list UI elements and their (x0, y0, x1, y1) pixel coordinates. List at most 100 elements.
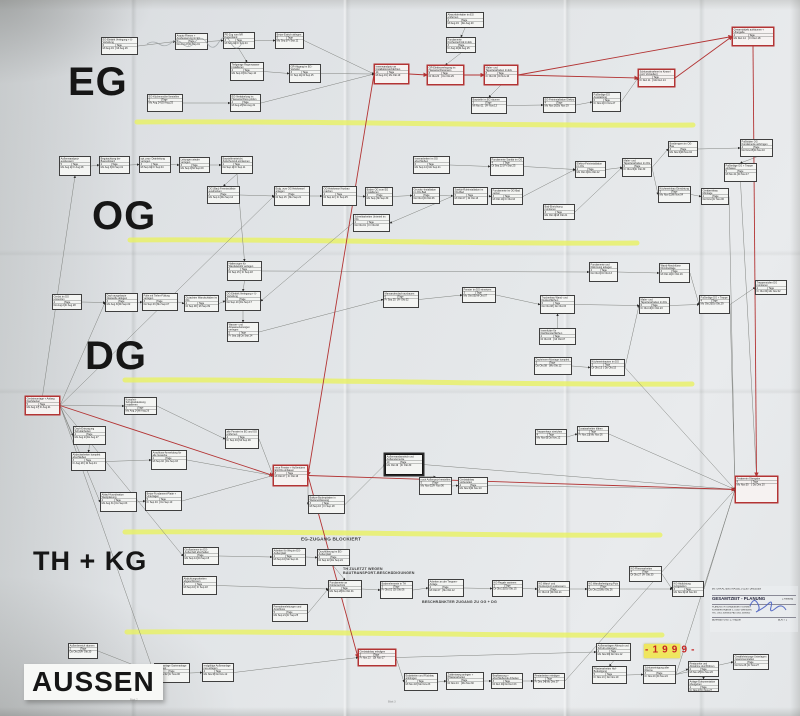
floor-label-og: OG (92, 194, 157, 238)
task-box: Erdg. zum OG Heizkessel anlegen 5 Tage Di S… (274, 186, 310, 206)
task-box: Schlussreinigung aller Räume 3 Tage Fr Nov.… (643, 665, 676, 684)
task-box: Dachrinnen-Montage komplett 3 Tage Do Okt.0… (534, 357, 572, 375)
task-box: Gutachten Wandschäden im DG 2 Tage Di Sep.0… (184, 295, 219, 312)
task-box: Durchführung im EG-Außenplatz 3 Tage Di Sep… (317, 549, 350, 566)
task-box: EG-Feininstallation Elektro 4 Tage Mo Nov.1… (543, 97, 576, 113)
task-box: Fußbeläge DG + Treppe 4 Tage Mo Okt.26 Do Ok… (699, 295, 730, 314)
task-box: Kücheneinbau Einrichtung 3 Tage Mo Nov.02 Mi… (658, 186, 691, 203)
task-box: GR-Abgang im EG-Verteiler 3 Tage Fr Sep.11 D… (289, 64, 321, 83)
title-block-title: GESAMTZEIT - PLANUNG (712, 596, 766, 601)
task-box: Großantenne im EG-Außenfeld abschalten 2 T… (183, 547, 219, 565)
page-mark: Blatt 2 (130, 698, 138, 701)
title-block-adresse: KÖRNERSTRASSE 5, 01307 DRESDEN (712, 609, 752, 612)
task-box: Mansardendach ausbauen 6 Tage Fr Sep.25 Fr O… (383, 291, 419, 308)
task-box: KG-Fliesenarbeiten 4 Tage Di Okt.27 Fr Okt.3… (629, 566, 662, 582)
task-box: Balkon-Bodenplatten in Wettereinfassung 3… (308, 495, 345, 514)
title-block-bearbeitung: BEARBEITUNG: 17.Aug.98 (712, 619, 741, 622)
task-box: Maler- und Tapezierarbeiten im OG 6 Tage Fr… (622, 158, 652, 177)
task-box: Sanitär-Rohinstallation im OG-Bad 5 Tage Mi… (453, 187, 488, 205)
task-box: Restarbeiten erledigen 2 Tage Fr Dez.04 Mo D… (533, 673, 565, 689)
task-box: PE-Zug vom NR Fugenband 3 Tage Mi Sep.02 Fr … (223, 32, 255, 49)
task-box: Treppenhaus streichen 4 Tage Mo Nov.09 Do No… (535, 429, 567, 445)
title-block-bv: BV: OHA ALTENSTRASSE 2 01307 DRESDEN (712, 588, 762, 591)
task-box: Tiefgarage Regenwasser installieren 4 Tage… (230, 62, 264, 81)
task-box: Bad-Einrichtung montieren 3 Tage Mo Okt.19 M… (543, 204, 575, 220)
task-box: OG-Heizkessel Ausbau machen 4 Tage Di Sep.2… (322, 186, 357, 206)
task-box: Gerüstabbau erledigen 3 Tage Fr Nov.13 Di No… (358, 649, 396, 666)
task-box: Dach-Entsorgung Schuttarbeiten 4 Tage Mo Au… (73, 426, 106, 445)
task-box: Zusatzarbeiten klären 2 Tage Fr Nov.13 Mo No… (577, 426, 609, 442)
task-box: EG-Elektrik Verlegung + U-Verteilung 6 Tag… (101, 37, 138, 55)
task-box: Ablauf-Koordination Werkplanung 4 Tage Mo A… (100, 492, 137, 512)
task-box: Elektro-Feininstallation im OG 4 Tage Mo Ok… (575, 161, 606, 178)
title-block-fassung: 2.Fassung (782, 598, 793, 601)
task-box: Baustelleneinricht. Zwischenzeit einräum… (221, 156, 253, 174)
task-box: Außenbereich räumen 2 Tage Do Okt.29 Fr Okt.… (68, 643, 98, 659)
task-box: opt. prov. Drainleitung verlegen 3 Tage Mi … (139, 156, 171, 173)
annotation-eg-zugang: EG-ZUGANG BLOCKIERT (301, 536, 362, 542)
task-box: Fundamente und Dämmung anlegen 4 Tage Do Ok… (589, 262, 618, 282)
task-box: noch Außenputz herstellen 5 Tage Mo Nov.02 F… (419, 477, 452, 495)
task-box: Bodenelemente in TH 3 Tage Fr Okt.02 Di Okt.… (380, 581, 413, 599)
task-box: Fundamente Küchentechnik im EG 3 Tage Fr Au… (446, 37, 476, 53)
task-box: Fußböden OG Fundamente anbringen 4 Tage Do … (740, 139, 773, 157)
task-box: Erdarbeiten und Rückbau anbringen 4 Tage Mi… (404, 673, 438, 691)
page-mark: Blatt 3 (388, 700, 396, 703)
task-box: OG (Bau) Fernsteckliste ausdrucken 1 Tage M… (207, 186, 240, 204)
task-box: alte Fenster im EG und OG entfernen 4 Tage… (225, 429, 259, 449)
task-box: Begutachtung der Bausubstanz 2 Tage Mo Aug.… (99, 156, 130, 174)
task-box: neue Fenster + Außentüren EG/OG einbauen… (273, 465, 308, 486)
task-box: Fußbeläge OG + Treppe einbauen 5 Tage Mi No… (724, 163, 757, 182)
annotation-th-zuletzt: TH ZULETZT WEGEN BAUTRANSPORT-BESCHÄDIGU… (343, 567, 415, 575)
task-box: Festtermin Übergabe 8 Tage Mo Nov.30 Do Dez.… (735, 476, 778, 503)
task-box: Treppenstufen DG montieren 2 Tage Fr Okt.30… (755, 280, 787, 295)
task-box: KG Wandbefestigung Putz 3 Tage Do Okt.22 Mo … (587, 581, 620, 597)
task-box: Innenarbeiten im OG abschließen 6 Tage Mo S… (413, 156, 450, 174)
title-block-blatt: BLATT 1 (778, 619, 787, 622)
year-1999-text: - 1 9 9 9 - (645, 644, 696, 655)
title-block-rule (712, 595, 796, 596)
task-box: Wand-Abschlüsse Dünnbettlage 3 Tage Mi Okt.… (659, 263, 690, 283)
task-box: Anlage-Dokumentation übergeben 1 Tage Fr No… (688, 679, 719, 692)
year-1999-highlight: - 1 9 9 9 - (644, 644, 694, 658)
task-box: Schreibarbeiten Unterteil im OG 2 Tage Do O… (353, 214, 390, 232)
task-box: Halterungen für Wandelektrik verlegen 4 Ta… (227, 261, 262, 281)
task-box: Fußbeläge EG Ausstattung 6 Tage Fr Nov.20 Fr… (592, 92, 621, 112)
task-box: Baustelle im EG räumen 3 Tage Mi Nov.11 Fr N… (471, 97, 507, 114)
task-box: Dach ausgebaute Glaswolle ablegen 3 Tage Mo… (105, 293, 138, 312)
title-block-rule (712, 604, 796, 605)
task-box: Fenster im DG einsetzen 3 Tage Mo Okt.05 Mi … (462, 287, 496, 303)
task-box: Fernwärmeleitungen und Anschluss 5 Tage Mo … (272, 604, 308, 622)
title-block: BV: OHA ALTENSTRASSE 2 01307 DRESDEN GES… (710, 586, 798, 632)
title-block-planung: PLANUNG: HOCHBAUBÜRO SCHMIDT (712, 606, 752, 609)
task-box: Schlussabnahme im Kessel (evtl. Vorstell… (638, 69, 675, 87)
task-box: Abdichtungsarbeiten abgeschlossen 3 Tage Mi… (182, 576, 217, 595)
floor-label-th-kg: TH + KG (33, 546, 148, 576)
task-box: Bepflanzung + abschließende Arbeiten 3 Tag… (491, 673, 523, 689)
task-box: Pflasterarbeiten Hof-Befestigung 5 Tage Fr … (592, 666, 627, 684)
task-box: Außenanlagen Abbruch und Schutt entsorge… (596, 643, 631, 661)
floor-label-dg: DG (85, 334, 147, 378)
task-box: Gerüstmontage + Anfang Dachdecker 5 Tage Mo… (25, 396, 60, 415)
task-box: Gesamtobjekt aufräumen + Übergabe 4 Tage Mo… (732, 27, 774, 46)
task-box: Beton-Fundament-Platte + Unterlagen 5 Tage… (145, 491, 182, 511)
task-box: KG-Abdichtung fertigstellen 3 Tage Mo Nov.0… (672, 581, 704, 597)
task-box: EG-Verkabelung im Hausanschluss prüfen 4 T… (230, 94, 261, 112)
task-box: Arbeiten für Weg im EG-Außenplatz 4 Tage Mi… (272, 548, 306, 566)
task-box: Fundamente an Fördertechnik 4 Tage Mo Sep.2… (328, 580, 362, 598)
task-box: Maler- und Tapezierarbeiten im EG 8 Tage Fr… (484, 65, 518, 85)
task-box: Abdeckarbeiten komplett abschließen 3 Tage… (71, 452, 106, 471)
task-box: Wasser- und Abwasserleitungen verlegen 5 T… (227, 322, 259, 342)
task-box: GR-Elektroverlegung im Hausanschlussraum… (427, 65, 464, 85)
task-box: EG-Küchenmöbel bestellen 2 Tage Mo Aug.24 Di… (147, 94, 183, 112)
task-box: Fundamente im OG-Bad setzen 3 Tage Mi Okt.1… (491, 188, 523, 205)
task-box: Außenwandputz ausbessern 5 Tage Mo Aug.24 Fr… (59, 156, 91, 176)
task-box: Fundamente Sanitär im OG 4 Tage Di Sep.22 Fr… (490, 157, 524, 176)
